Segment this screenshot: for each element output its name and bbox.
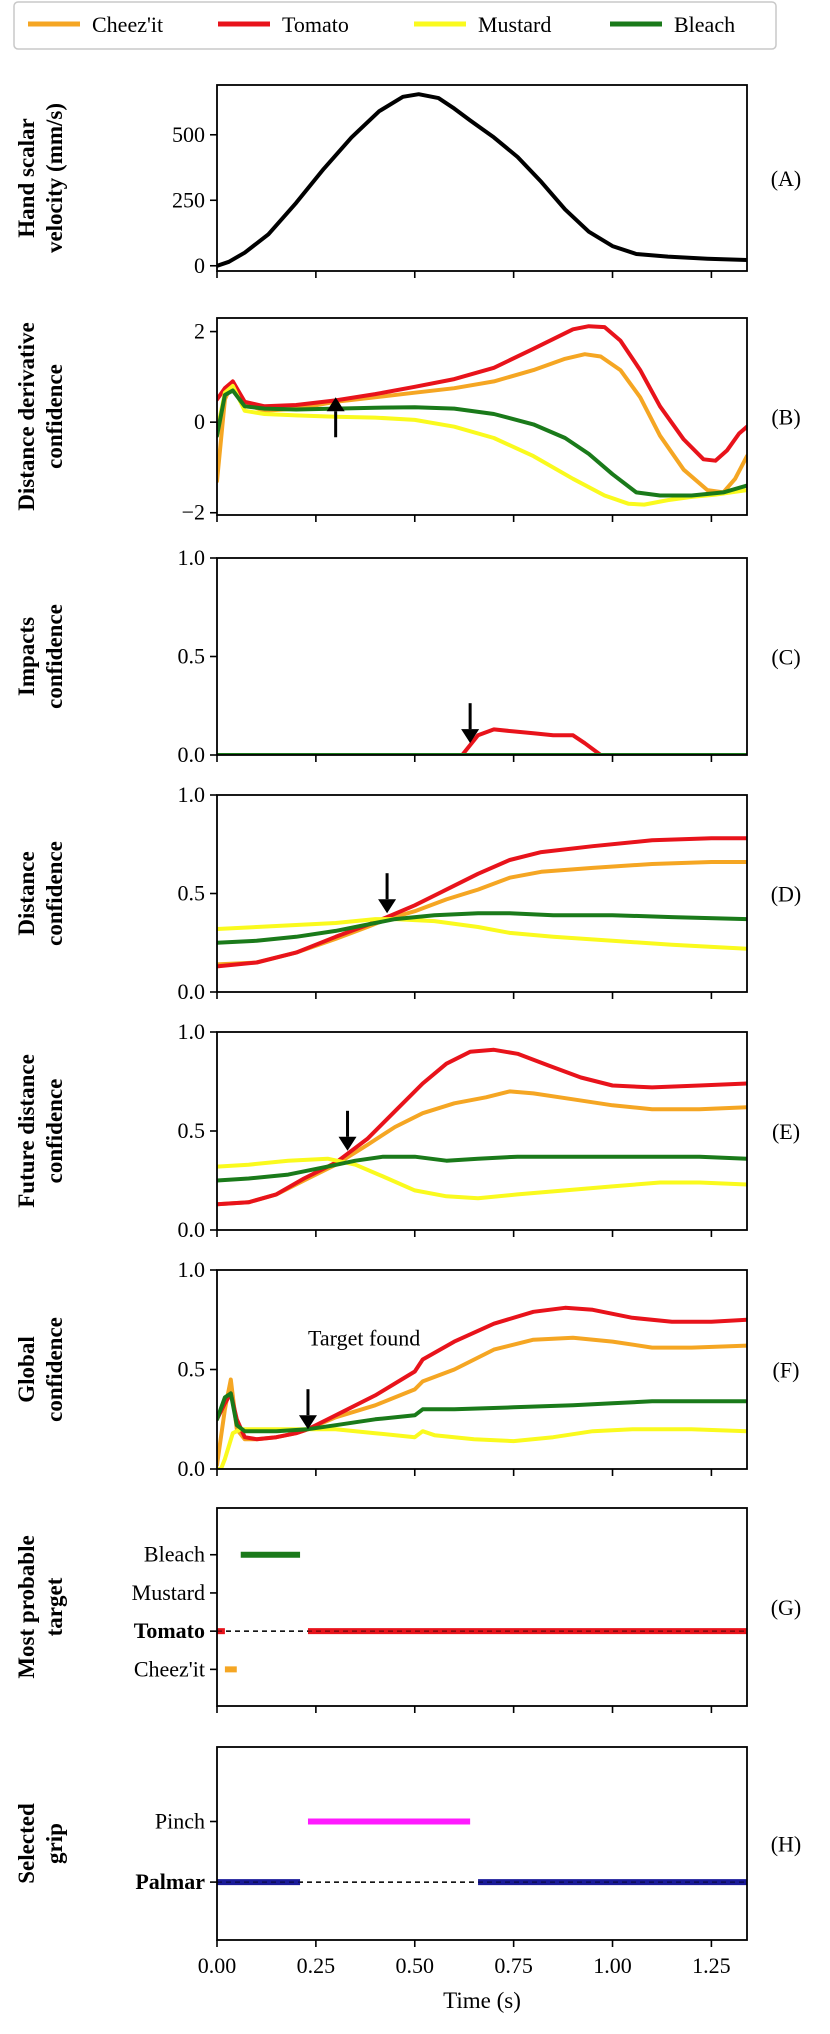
y-tick-label: 1.0 xyxy=(178,1019,206,1044)
series-line xyxy=(217,92,747,268)
y-axis-label: Hand scalar velocity (mm/s) xyxy=(14,103,67,253)
y-tick-label: 0 xyxy=(194,409,205,434)
panel-frame xyxy=(216,84,748,272)
panel-h: Palmar Pinch Selected grip (H) xyxy=(14,1746,802,1947)
y-axis-label: Future distance confidence xyxy=(14,1054,67,1208)
y-tick-label: −2 xyxy=(182,500,205,525)
x-tick-label: 1.00 xyxy=(593,1953,632,1978)
y-axis-label: Global confidence xyxy=(14,1317,67,1422)
x-tick-label: 1.25 xyxy=(692,1953,731,1978)
y-tick-label: 0.5 xyxy=(178,644,206,669)
category-label: Cheez'it xyxy=(134,1656,205,1681)
series-line xyxy=(217,1156,747,1201)
panel-letter: (F) xyxy=(773,1358,800,1383)
arrow-head xyxy=(378,899,397,914)
y-tick-label: 500 xyxy=(172,122,205,147)
category-label: Mustard xyxy=(132,1580,205,1605)
category-label: Pinch xyxy=(155,1808,205,1833)
arrow-head xyxy=(298,1415,317,1430)
y-tick-label: 1.0 xyxy=(178,782,206,807)
panel-a: 0 250 500 Hand scalar velocity (mm/s) (A) xyxy=(14,84,802,278)
series-line xyxy=(217,1427,747,1469)
series-line xyxy=(217,1335,747,1467)
series-line xyxy=(217,383,747,507)
panel-g: Cheez'it Tomato Mustard Bleach Most probable… xyxy=(14,1507,802,1713)
panel-letter: (D) xyxy=(771,882,802,907)
panel-letter: (G) xyxy=(771,1595,802,1620)
y-axis-label: Selected grip xyxy=(14,1803,67,1884)
category-label: Tomato xyxy=(134,1618,205,1643)
panel-frame xyxy=(216,317,748,516)
panel-c: 0.0 0.5 1.0 Impacts confidence (C) xyxy=(14,545,801,767)
panel-f: 0.0 0.5 1.0 Target found Global confidence (F) xyxy=(14,1257,799,1481)
series-line xyxy=(217,911,747,945)
y-tick-label: 0.5 xyxy=(178,881,206,906)
series-line xyxy=(217,1047,747,1207)
panel-b: −2 0 2 Distance derivative confidence (B) xyxy=(14,317,801,525)
annotation-text: Target found xyxy=(308,1326,420,1351)
y-tick-label: 1.0 xyxy=(178,545,206,570)
x-tick-label: 0.75 xyxy=(494,1953,533,1978)
y-tick-label: 0.5 xyxy=(178,1357,206,1382)
y-axis-label: Most probable target xyxy=(14,1535,67,1678)
y-tick-label: 0.5 xyxy=(178,1118,206,1143)
panel-frame xyxy=(216,794,748,993)
legend: Cheez'it Tomato Mustard Bleach xyxy=(13,1,777,50)
x-tick-label: 0.00 xyxy=(198,1953,237,1978)
y-tick-label: 0 xyxy=(194,253,205,278)
panel-letter: (A) xyxy=(771,166,802,191)
y-axis-label: Distance derivative confidence xyxy=(14,322,67,510)
panel-frame xyxy=(216,1746,748,1941)
panel-frame xyxy=(216,1269,748,1470)
x-tick-label: 0.50 xyxy=(396,1953,435,1978)
series-line xyxy=(217,1305,747,1442)
panel-letter: (C) xyxy=(771,645,800,670)
legend-label: Tomato xyxy=(282,12,349,37)
y-tick-label: 0.0 xyxy=(178,1456,206,1481)
panel-letter: (B) xyxy=(771,405,800,430)
x-tick-label: 0.25 xyxy=(297,1953,336,1978)
y-tick-label: 0.0 xyxy=(178,979,206,1004)
series-line xyxy=(217,324,747,463)
y-axis-label: Impacts confidence xyxy=(14,604,67,709)
series-line xyxy=(217,388,747,498)
series-line xyxy=(217,727,747,755)
series-line xyxy=(217,836,747,969)
panels: 0 250 500 Hand scalar velocity (mm/s) (A) −2 0 2… xyxy=(14,84,802,1978)
category-label: Palmar xyxy=(135,1869,205,1894)
y-axis-label: Distance confidence xyxy=(14,841,67,946)
arrow-head xyxy=(338,1136,357,1151)
legend-label: Bleach xyxy=(674,12,735,37)
series-line xyxy=(217,1391,747,1434)
panel-frame xyxy=(216,1031,748,1231)
series-line xyxy=(217,1089,747,1207)
legend-frame xyxy=(13,1,777,50)
series-line xyxy=(217,352,747,495)
arrow-head xyxy=(461,729,480,744)
series-line xyxy=(217,1154,747,1183)
panel-d: 0.0 0.5 1.0 Distance confidence (D) xyxy=(14,782,801,1004)
legend-label: Mustard xyxy=(478,12,551,37)
panel-e: 0.0 0.5 1.0 Future distance confidence (E) xyxy=(14,1019,800,1242)
panel-frame xyxy=(216,1507,748,1707)
y-tick-label: 0.0 xyxy=(178,742,206,767)
series-line xyxy=(217,917,747,951)
y-tick-label: 250 xyxy=(172,187,205,212)
y-tick-label: 0.0 xyxy=(178,1217,206,1242)
legend-label: Cheez'it xyxy=(92,12,163,37)
arrow-head xyxy=(326,397,345,412)
x-axis-label: Time (s) xyxy=(443,1988,521,2013)
y-tick-label: 2 xyxy=(194,319,205,344)
y-tick-label: 1.0 xyxy=(178,1257,206,1282)
panel-letter: (H) xyxy=(771,1832,802,1857)
category-label: Bleach xyxy=(144,1542,205,1567)
panel-frame xyxy=(216,557,748,756)
panel-letter: (E) xyxy=(772,1119,800,1144)
